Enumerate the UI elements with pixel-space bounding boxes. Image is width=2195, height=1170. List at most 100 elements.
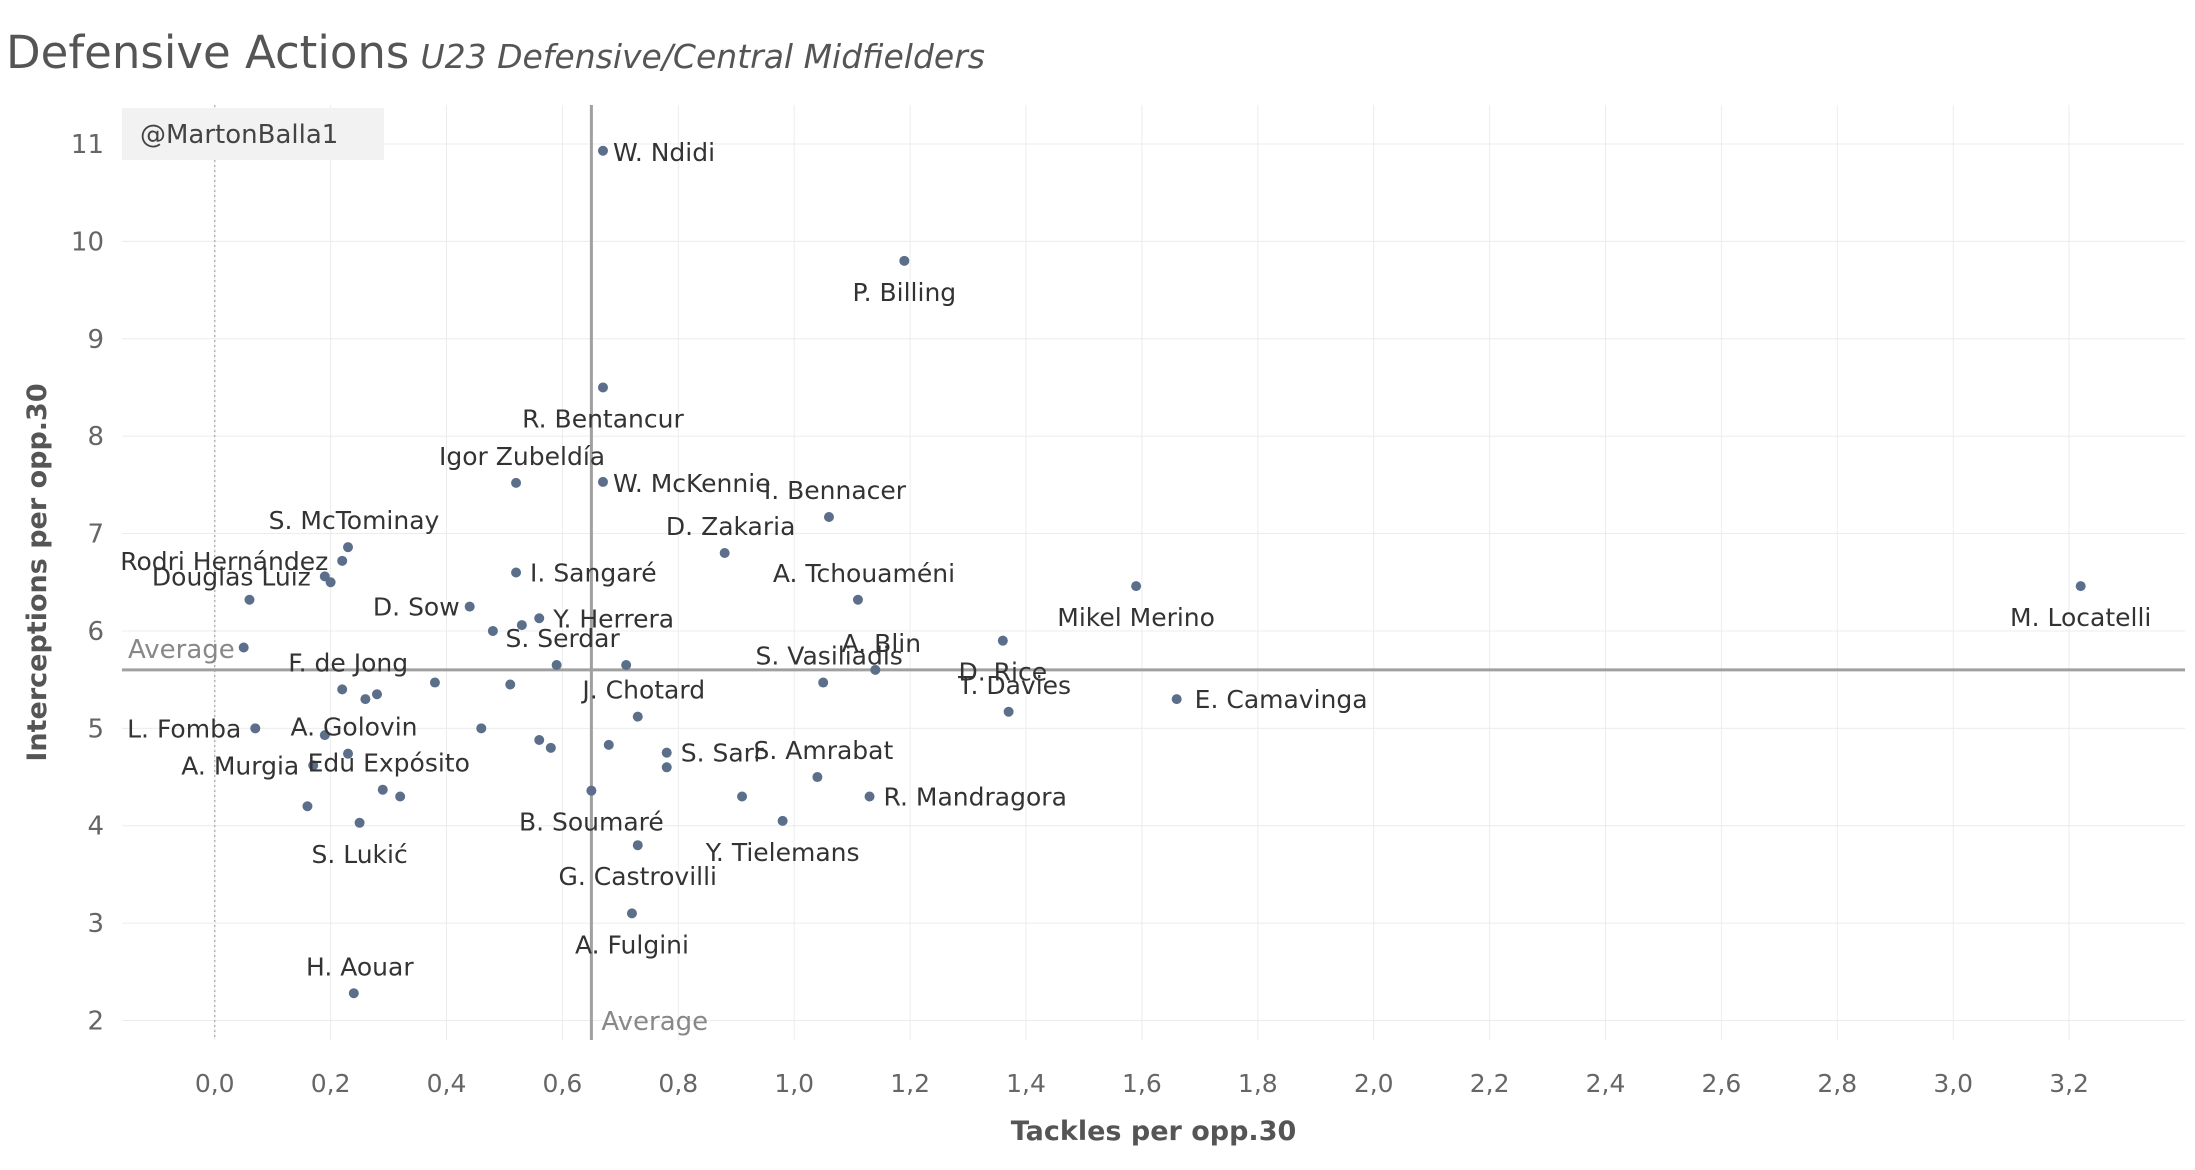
point-label: S. Sarr xyxy=(681,739,765,768)
data-point xyxy=(511,567,522,578)
point-label: W. Ndidi xyxy=(613,138,715,167)
point-label: D. Rice xyxy=(959,658,1048,687)
data-point xyxy=(354,817,365,828)
x-tick-label: 1,4 xyxy=(1006,1069,1046,1098)
y-tick-label: 11 xyxy=(71,130,104,160)
data-point xyxy=(621,660,632,671)
point-label: S. Lukić xyxy=(311,840,407,869)
data-point xyxy=(534,735,545,746)
data-point xyxy=(250,723,261,734)
x-tick-label: 3,0 xyxy=(1933,1069,1973,1098)
data-point xyxy=(516,620,527,631)
data-point xyxy=(632,840,643,851)
x-tick-label: 0,0 xyxy=(195,1069,235,1098)
point-label: J. Chotard xyxy=(580,676,705,705)
point-label: A. Blin xyxy=(842,629,921,658)
x-tick-label: 2,0 xyxy=(1354,1069,1394,1098)
x-tick-label: 1,0 xyxy=(774,1069,814,1098)
point-label: R. Mandragora xyxy=(884,783,1067,812)
data-point xyxy=(899,255,910,266)
data-point xyxy=(586,785,597,796)
data-point xyxy=(737,791,748,802)
data-point xyxy=(870,664,881,675)
x-axis-title: Tackles per opp.30 xyxy=(1011,1116,1297,1147)
y-tick-label: 10 xyxy=(71,227,104,257)
x-tick-label: 2,4 xyxy=(1586,1069,1626,1098)
x-tick-label: 0,8 xyxy=(658,1069,698,1098)
data-point xyxy=(1171,694,1182,705)
chart-subtitle: U23 Defensive/Central Midfielders xyxy=(420,37,985,76)
y-tick-label: 7 xyxy=(87,520,104,550)
data-point xyxy=(487,625,498,636)
data-point xyxy=(632,711,643,722)
x-tick-label: 2,2 xyxy=(1470,1069,1510,1098)
watermark: @MartonBalla1 xyxy=(140,120,338,150)
point-label: D. Sow xyxy=(373,593,460,622)
point-label: A. Fulgini xyxy=(575,930,689,959)
data-point xyxy=(302,801,313,812)
point-label: S. Amrabat xyxy=(753,736,893,765)
data-point xyxy=(551,660,562,671)
data-points xyxy=(238,145,2086,999)
point-label: P. Billing xyxy=(852,278,956,307)
chart-title-row: Defensive Actions U23 Defensive/Central … xyxy=(6,26,985,79)
data-point xyxy=(597,145,608,156)
x-average-label: Average xyxy=(601,1007,708,1037)
point-label: Edu Expósito xyxy=(308,749,470,778)
point-label: A. Murgia xyxy=(181,751,299,780)
data-point xyxy=(661,762,672,773)
x-tick-label: 1,2 xyxy=(890,1069,930,1098)
point-label: Igor Zubeldía xyxy=(439,442,605,471)
y-tick-label: 2 xyxy=(87,1007,104,1037)
point-label: G. Castrovilli xyxy=(559,862,717,891)
data-point xyxy=(603,739,614,750)
x-tick-label: 1,6 xyxy=(1122,1069,1162,1098)
y-tick-label: 4 xyxy=(87,812,104,842)
data-point xyxy=(719,548,730,559)
data-point xyxy=(1003,706,1014,717)
point-label: I. Sangaré xyxy=(530,559,657,588)
x-tick-label: 1,8 xyxy=(1238,1069,1278,1098)
data-point xyxy=(377,784,388,795)
data-point xyxy=(534,613,545,624)
x-tick-label: 2,6 xyxy=(1702,1069,1742,1098)
data-point xyxy=(395,791,406,802)
data-point xyxy=(337,684,348,695)
point-label: S. McTominay xyxy=(269,506,440,535)
data-point xyxy=(476,723,487,734)
point-label: F. de Jong xyxy=(288,648,408,677)
y-tick-label: 3 xyxy=(87,909,104,939)
chart-title: Defensive Actions xyxy=(6,26,410,79)
data-point xyxy=(371,689,382,700)
y-axis-title: Interceptions per opp.30 xyxy=(22,383,53,761)
point-label: Rodri Hernández xyxy=(120,547,328,576)
x-tick-label: 0,2 xyxy=(311,1069,351,1098)
data-point xyxy=(511,477,522,488)
data-point xyxy=(997,635,1008,646)
data-point xyxy=(852,594,863,605)
point-label: S. Serdar xyxy=(505,624,620,653)
point-label: Mikel Merino xyxy=(1057,603,1215,632)
data-point xyxy=(238,642,249,653)
point-label: Y. Herrera xyxy=(552,604,674,633)
data-point xyxy=(464,601,475,612)
x-tick-label: 3,2 xyxy=(2049,1069,2089,1098)
data-point xyxy=(348,988,359,999)
y-tick-label: 8 xyxy=(87,422,104,452)
data-point xyxy=(343,542,354,553)
point-label: Douglas Luiz xyxy=(152,562,311,591)
point-label: I. Bennacer xyxy=(764,476,907,505)
data-point xyxy=(308,760,319,771)
data-point xyxy=(360,694,371,705)
data-point xyxy=(864,791,875,802)
point-label: B. Soumaré xyxy=(519,808,664,837)
data-point xyxy=(777,815,788,826)
data-point xyxy=(337,555,348,566)
data-point xyxy=(818,677,829,688)
data-point xyxy=(505,679,516,690)
y-tick-label: 5 xyxy=(87,714,104,744)
overlay: @MartonBalla1 xyxy=(122,108,384,160)
point-label: L. Fomba xyxy=(127,714,241,743)
data-point xyxy=(244,594,255,605)
